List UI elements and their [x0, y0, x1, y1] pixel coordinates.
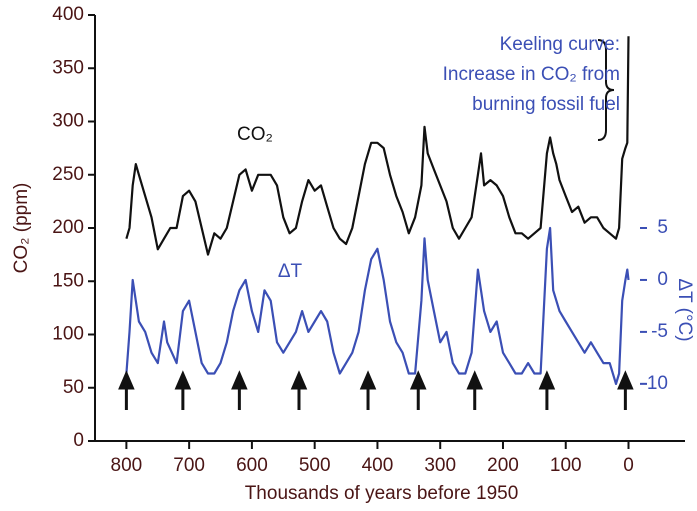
y-tick-label: 100 [52, 324, 84, 345]
x-tick-label: 700 [173, 455, 205, 476]
termination-arrow [617, 370, 634, 410]
y-tick-label: 200 [52, 217, 84, 238]
y-tick-label: 150 [52, 270, 84, 291]
series-line [125, 226, 630, 385]
y-axis-label: CO₂ (ppm) [11, 183, 32, 274]
y-tick-label: 250 [52, 164, 84, 185]
y-tick-label: 300 [52, 111, 84, 132]
x-tick-label: 300 [424, 455, 456, 476]
brace [597, 39, 615, 141]
x-tick-label: 100 [550, 455, 582, 476]
annotation: Keeling curve: [500, 34, 620, 55]
y-tick-label: 0 [73, 430, 84, 451]
y-tick-label: 400 [52, 4, 84, 25]
x-tick-label: 800 [111, 455, 143, 476]
annotation: burning fossil fuel [472, 94, 620, 115]
x-tick-label: 600 [236, 455, 268, 476]
termination-arrow [231, 370, 248, 410]
y2-tick-label: -5 [651, 321, 668, 342]
annotation: Increase in CO₂ from [443, 64, 620, 85]
x-tick-label: 400 [362, 455, 394, 476]
annotation: ΔT [278, 261, 303, 282]
termination-arrow [290, 370, 308, 410]
termination-arrow [466, 370, 484, 410]
series-line [125, 36, 630, 256]
y2-tick-label: 5 [657, 217, 668, 238]
termination-arrow [118, 370, 135, 410]
x-tick-label: 500 [299, 455, 331, 476]
termination-arrow [409, 370, 427, 410]
termination-arrow [538, 370, 556, 410]
y-tick-label: 50 [63, 377, 84, 398]
annotation: CO₂ [237, 124, 273, 145]
y2-axis-label: ΔT (°C) [674, 278, 695, 341]
y-tick-label: 350 [52, 57, 84, 78]
y2-tick-label: -10 [641, 373, 668, 394]
x-axis-label: Thousands of years before 1950 [245, 483, 519, 504]
y2-tick-label: 0 [657, 269, 668, 290]
termination-arrow [359, 370, 377, 410]
x-tick-label: 0 [623, 455, 634, 476]
x-tick-label: 200 [487, 455, 519, 476]
termination-arrow [174, 370, 192, 410]
